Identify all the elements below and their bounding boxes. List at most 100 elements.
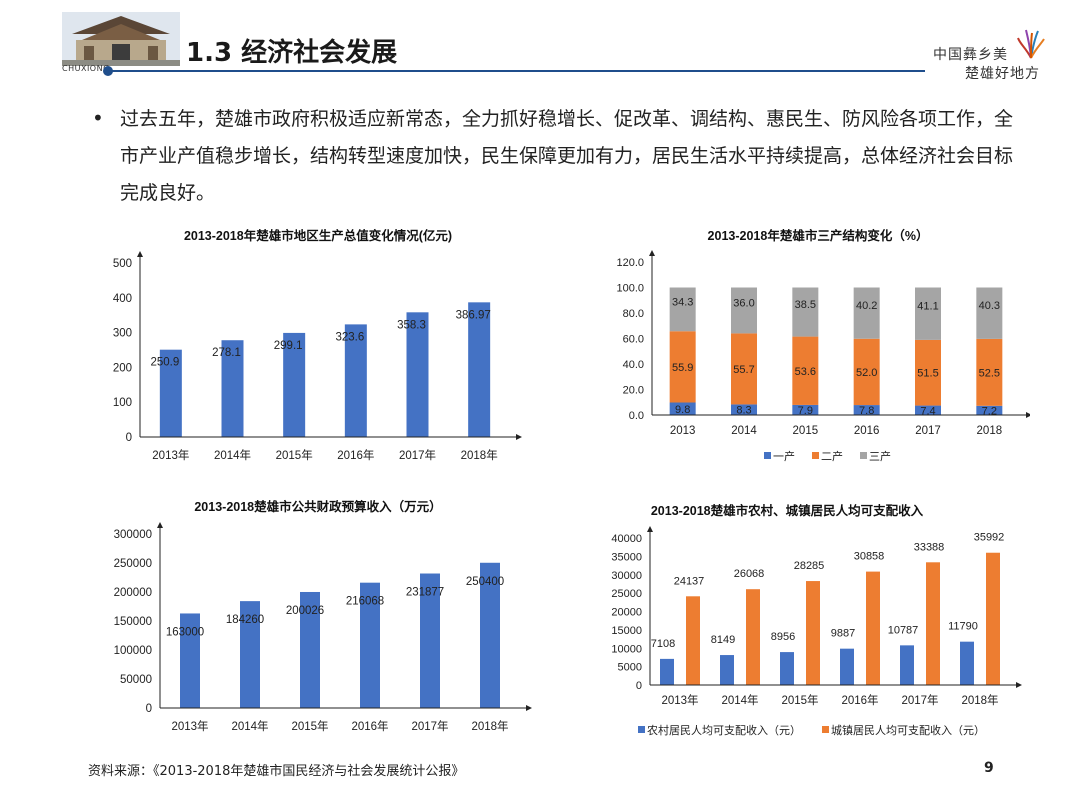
data-label: 7.9	[798, 405, 813, 417]
data-source-note: 资料来源：《2013-2018年楚雄市国民经济与社会发展统计公报》	[88, 764, 465, 779]
x-tick-label: 2013	[670, 425, 696, 437]
legend-swatch	[812, 452, 819, 459]
bar	[468, 302, 491, 437]
data-label: 8956	[771, 631, 795, 643]
bar	[420, 573, 440, 708]
industry-structure-chart: 2013-2018年楚雄市三产结构变化（%） 9.8 55.9 34.3 2013 8.3…	[616, 228, 1030, 463]
data-label: 36.0	[733, 297, 754, 309]
data-label: 24137	[674, 575, 705, 587]
data-label: 41.1	[917, 301, 938, 313]
slogan-line-1: 中国彝乡美	[933, 47, 1008, 63]
x-tick-label: 2017	[915, 425, 941, 437]
bar	[960, 641, 974, 685]
stacked-bar-segment	[915, 405, 941, 415]
y-tick-label: 60.0	[623, 334, 644, 346]
stacked-bar-segment	[915, 287, 941, 340]
x-tick-label: 2016年	[351, 719, 388, 733]
y-tick-label: 35000	[611, 551, 642, 563]
data-label: 7.8	[859, 405, 874, 417]
data-label: 323.6	[335, 331, 364, 343]
x-tick-label: 2015	[793, 425, 819, 437]
y-tick-label: 5000	[618, 662, 642, 674]
y-tick-label: 10000	[611, 643, 642, 655]
x-tick-label: 2016	[854, 425, 880, 437]
stacked-bar-segment	[853, 338, 880, 406]
y-tick-label: 500	[113, 258, 132, 270]
x-tick-label: 2015年	[781, 693, 818, 707]
x-tick-label: 2014年	[721, 693, 758, 707]
y-tick-label: 0	[146, 703, 152, 715]
y-tick-label: 30000	[611, 570, 642, 582]
bar	[480, 562, 500, 708]
chart-title: 2013-2018楚雄市农村、城镇居民人均可支配收入	[651, 503, 924, 518]
data-label: 51.5	[917, 368, 938, 380]
x-tick-label: 2018年	[961, 693, 998, 707]
y-tick-label: 150000	[114, 616, 152, 628]
resident-income-chart: 2013-2018楚雄市农村、城镇居民人均可支配收入 7108 24137 2013年…	[611, 503, 1022, 737]
y-tick-label: 80.0	[623, 308, 644, 320]
stacked-bar-segment	[731, 287, 757, 334]
y-tick-label: 50000	[120, 674, 152, 686]
y-tick-label: 250000	[114, 558, 152, 570]
y-axis-arrow	[647, 526, 653, 532]
bar	[926, 562, 940, 685]
bar	[900, 645, 914, 685]
x-axis-arrow	[526, 705, 532, 711]
data-label: 7.4	[920, 405, 935, 417]
x-tick-label: 2016年	[841, 693, 878, 707]
bar	[159, 349, 182, 437]
x-axis-arrow	[1016, 682, 1022, 688]
chart-title: 2013-2018楚雄市公共财政预算收入（万元）	[194, 499, 441, 514]
stacked-bar-segment	[915, 339, 941, 406]
data-label: 11790	[948, 621, 978, 633]
y-tick-label: 100000	[114, 645, 152, 657]
y-axis-arrow	[137, 251, 143, 257]
data-label: 30858	[854, 551, 885, 563]
x-tick-label: 2018年	[471, 719, 508, 733]
stacked-bar-segment	[792, 287, 819, 337]
data-label: 9887	[831, 628, 855, 640]
stacked-bar-segment	[976, 405, 1003, 415]
stacked-bar-segment	[853, 405, 880, 415]
y-tick-label: 20000	[611, 607, 642, 619]
bar	[780, 652, 794, 685]
logo-text: CHUXIONG	[62, 64, 110, 73]
x-tick-label: 2014年	[214, 448, 251, 462]
fiscal-revenue-chart: 2013-2018楚雄市公共财政预算收入（万元） 163000 2013年 18426…	[114, 499, 532, 733]
data-label: 8149	[711, 634, 735, 646]
data-label: 231877	[406, 587, 444, 599]
bar	[300, 591, 320, 708]
bar	[180, 613, 200, 708]
bar	[660, 658, 674, 685]
legend-label: 三产	[869, 449, 891, 463]
legend-swatch	[860, 452, 867, 459]
y-tick-label: 120.0	[616, 257, 644, 269]
y-tick-label: 15000	[611, 625, 642, 637]
stacked-bar-segment	[976, 338, 1003, 406]
data-label: 299.1	[274, 340, 303, 352]
bar	[221, 340, 244, 437]
data-label: 40.3	[979, 300, 1000, 312]
data-label: 40.2	[856, 300, 877, 312]
intro-paragraph: 过去五年，楚雄市政府积极适应新常态，全力抓好稳增长、促改革、调结构、惠民生、防风…	[120, 108, 1014, 204]
bar	[720, 655, 734, 685]
stacked-bar-segment	[731, 404, 757, 415]
gate-logo-image	[62, 12, 180, 66]
y-tick-label: 0.0	[629, 410, 644, 422]
data-label: 386.97	[456, 309, 491, 321]
bar	[240, 601, 260, 708]
bar	[344, 324, 367, 437]
stacked-bar-segment	[731, 333, 757, 405]
data-label: 55.7	[733, 364, 754, 376]
data-label: 10787	[888, 624, 919, 636]
y-axis-arrow	[157, 522, 163, 528]
data-label: 7108	[651, 638, 675, 650]
y-tick-label: 200	[113, 362, 132, 374]
legend-swatch	[638, 726, 645, 733]
y-tick-label: 0	[636, 680, 642, 692]
gdp-chart: 2013-2018年楚雄市地区生产总值变化情况(亿元) 250.9 2013年 278…	[113, 228, 522, 462]
x-tick-label: 2018年	[461, 448, 498, 462]
y-tick-label: 100	[113, 397, 132, 409]
bar	[806, 581, 820, 685]
x-tick-label: 2014	[731, 425, 757, 437]
